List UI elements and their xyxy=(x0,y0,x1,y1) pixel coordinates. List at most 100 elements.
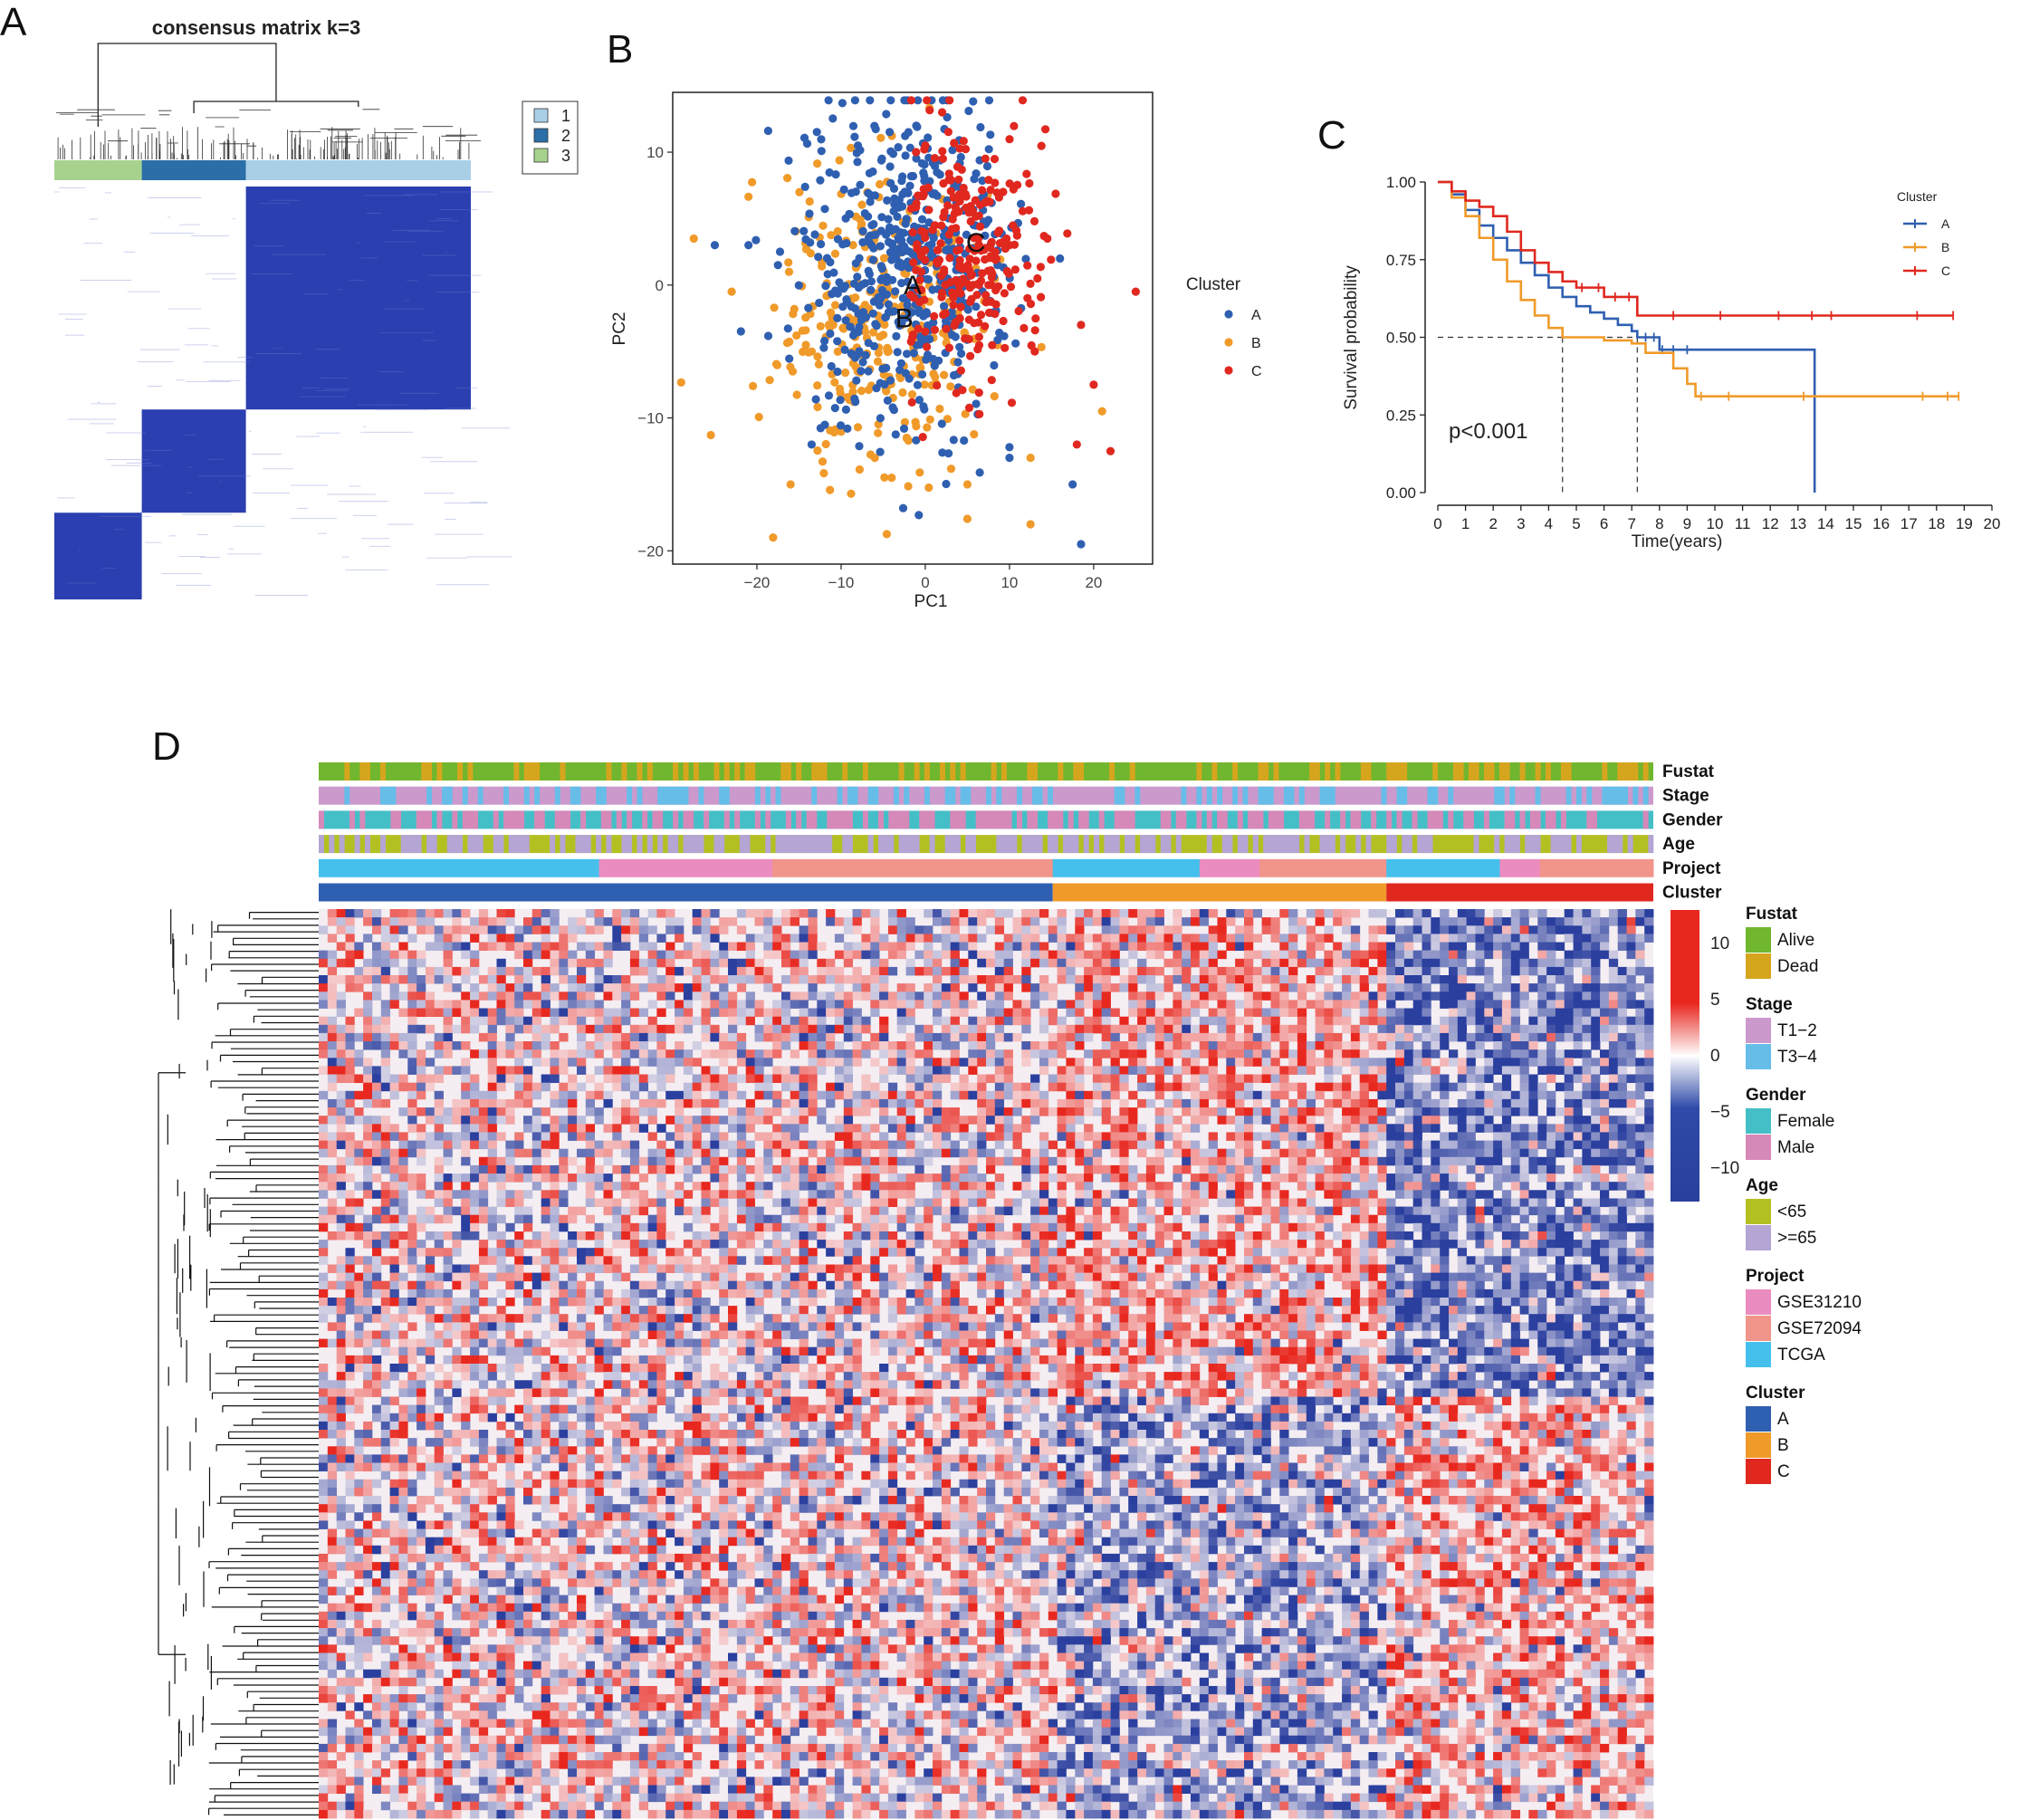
pca-point-C xyxy=(924,183,933,192)
heatmap-cell xyxy=(487,1016,497,1026)
heatmap-cell xyxy=(763,983,773,992)
heatmap-cell xyxy=(621,942,631,952)
heatmap-cell xyxy=(1510,983,1521,992)
stage-track-cell xyxy=(723,786,730,805)
pca-point-A xyxy=(824,391,834,400)
heatmap-cell xyxy=(843,1098,854,1108)
heatmap-cell xyxy=(1546,1098,1556,1108)
heatmap-cell xyxy=(728,1016,738,1026)
stage-track-cell xyxy=(1114,786,1120,805)
km-survival-panel: 0.000.250.500.751.000 1 2 3 4 5 6 7 8 9 10 11 12 13 14… xyxy=(1342,174,2000,551)
heatmap-cell xyxy=(754,966,764,976)
heatmap-cell xyxy=(425,917,436,926)
pca-point-C xyxy=(964,403,974,412)
heatmap-cell xyxy=(896,983,906,992)
pca-point-C xyxy=(940,265,949,274)
heatmap-cell xyxy=(950,950,960,960)
heatmap-cell xyxy=(1119,909,1129,918)
heatmap-cell xyxy=(1191,934,1201,943)
heatmap-cell xyxy=(1297,1008,1307,1018)
heatmap-cell xyxy=(1501,917,1512,926)
heatmap-cell xyxy=(1617,1116,1627,1125)
pca-point-A xyxy=(829,268,838,277)
heatmap-cell xyxy=(870,1124,880,1133)
heatmap-cell xyxy=(1306,925,1316,934)
heatmap-cell xyxy=(1137,909,1147,918)
heatmap-cell xyxy=(896,1066,906,1075)
heatmap-cell xyxy=(826,1049,836,1058)
heatmap-cell xyxy=(1475,909,1485,918)
heatmap-cell xyxy=(968,1049,978,1058)
heatmap-cell xyxy=(665,1074,675,1084)
pca-point-A xyxy=(821,282,830,291)
heatmap-cell xyxy=(1084,1000,1094,1009)
age-track-cell xyxy=(693,835,699,854)
age-track-cell xyxy=(493,835,499,854)
heatmap-cell xyxy=(994,1124,1005,1133)
pca-point-B xyxy=(769,533,778,542)
heatmap-cell xyxy=(1101,1049,1111,1058)
heatmap-cell xyxy=(790,1000,800,1009)
consensus-noise xyxy=(290,484,329,486)
heatmap-cell xyxy=(1208,1049,1218,1058)
heatmap-cell xyxy=(541,950,550,960)
heatmap-cell xyxy=(1484,1000,1494,1009)
consensus-noise xyxy=(191,235,229,236)
pca-point-B xyxy=(770,303,779,312)
heatmap-cell xyxy=(531,1090,542,1100)
heatmap-cell xyxy=(950,983,960,992)
heatmap-cell xyxy=(1573,1008,1583,1018)
heatmap-cell xyxy=(1350,909,1361,918)
stage-track-cell xyxy=(446,786,453,805)
heatmap-cell xyxy=(781,1066,791,1075)
heatmap-cell xyxy=(1030,1049,1040,1058)
heatmap-cell xyxy=(1182,1024,1192,1034)
heatmap-cell xyxy=(354,950,364,960)
pca-point-C xyxy=(1002,234,1011,244)
gender-track-cell xyxy=(452,810,458,829)
heatmap-cell xyxy=(1466,909,1476,918)
heatmap-cell xyxy=(1075,1041,1085,1050)
heatmap-cell xyxy=(959,1124,969,1133)
heatmap-cell xyxy=(1466,925,1476,934)
consensus-noise xyxy=(369,545,390,547)
stage-track-cell xyxy=(1575,786,1582,805)
pca-point-A xyxy=(972,169,981,178)
heatmap-cell xyxy=(1163,1058,1173,1067)
heatmap-cell xyxy=(1163,1024,1173,1034)
pca-point-A xyxy=(794,281,803,290)
gender-track-cell xyxy=(1463,810,1470,829)
fustat-track-cell xyxy=(1483,762,1489,781)
heatmap-cell xyxy=(1457,991,1468,1001)
heatmap-cell xyxy=(1510,925,1521,934)
heatmap-cell xyxy=(1048,983,1058,992)
heatmap-cell xyxy=(1145,1066,1156,1075)
km-x-tick-label: 15 xyxy=(1845,515,1862,532)
heatmap-cell xyxy=(1493,950,1503,960)
heatmap-cell xyxy=(896,909,906,918)
heatmap-cell xyxy=(1208,1016,1218,1026)
heatmap-cell xyxy=(1626,950,1636,960)
consensus-noise xyxy=(436,584,490,586)
heatmap-cell xyxy=(478,1116,489,1125)
heatmap-cell xyxy=(1306,958,1316,968)
pca-point-C xyxy=(955,196,964,206)
heatmap-cell xyxy=(683,1098,694,1108)
heatmap-cell xyxy=(1644,925,1654,934)
heatmap-cell xyxy=(1235,1016,1245,1026)
km-x-label: Time(years) xyxy=(1632,532,1723,551)
heatmap-cell xyxy=(896,1008,906,1018)
heatmap-cell xyxy=(1217,1090,1227,1100)
age-track-cell xyxy=(1109,835,1115,854)
pca-point-C xyxy=(956,302,965,311)
age-track-cell xyxy=(411,835,417,854)
heatmap-cell xyxy=(817,1090,827,1100)
heatmap-cell xyxy=(1173,1024,1182,1034)
heatmap-cell xyxy=(629,991,640,1001)
heatmap-cell xyxy=(1057,966,1067,976)
heatmap-cell xyxy=(1519,975,1529,984)
fustat-track-cell xyxy=(1632,762,1639,781)
heatmap-cell xyxy=(1555,925,1565,934)
heatmap-cell xyxy=(1279,909,1289,918)
